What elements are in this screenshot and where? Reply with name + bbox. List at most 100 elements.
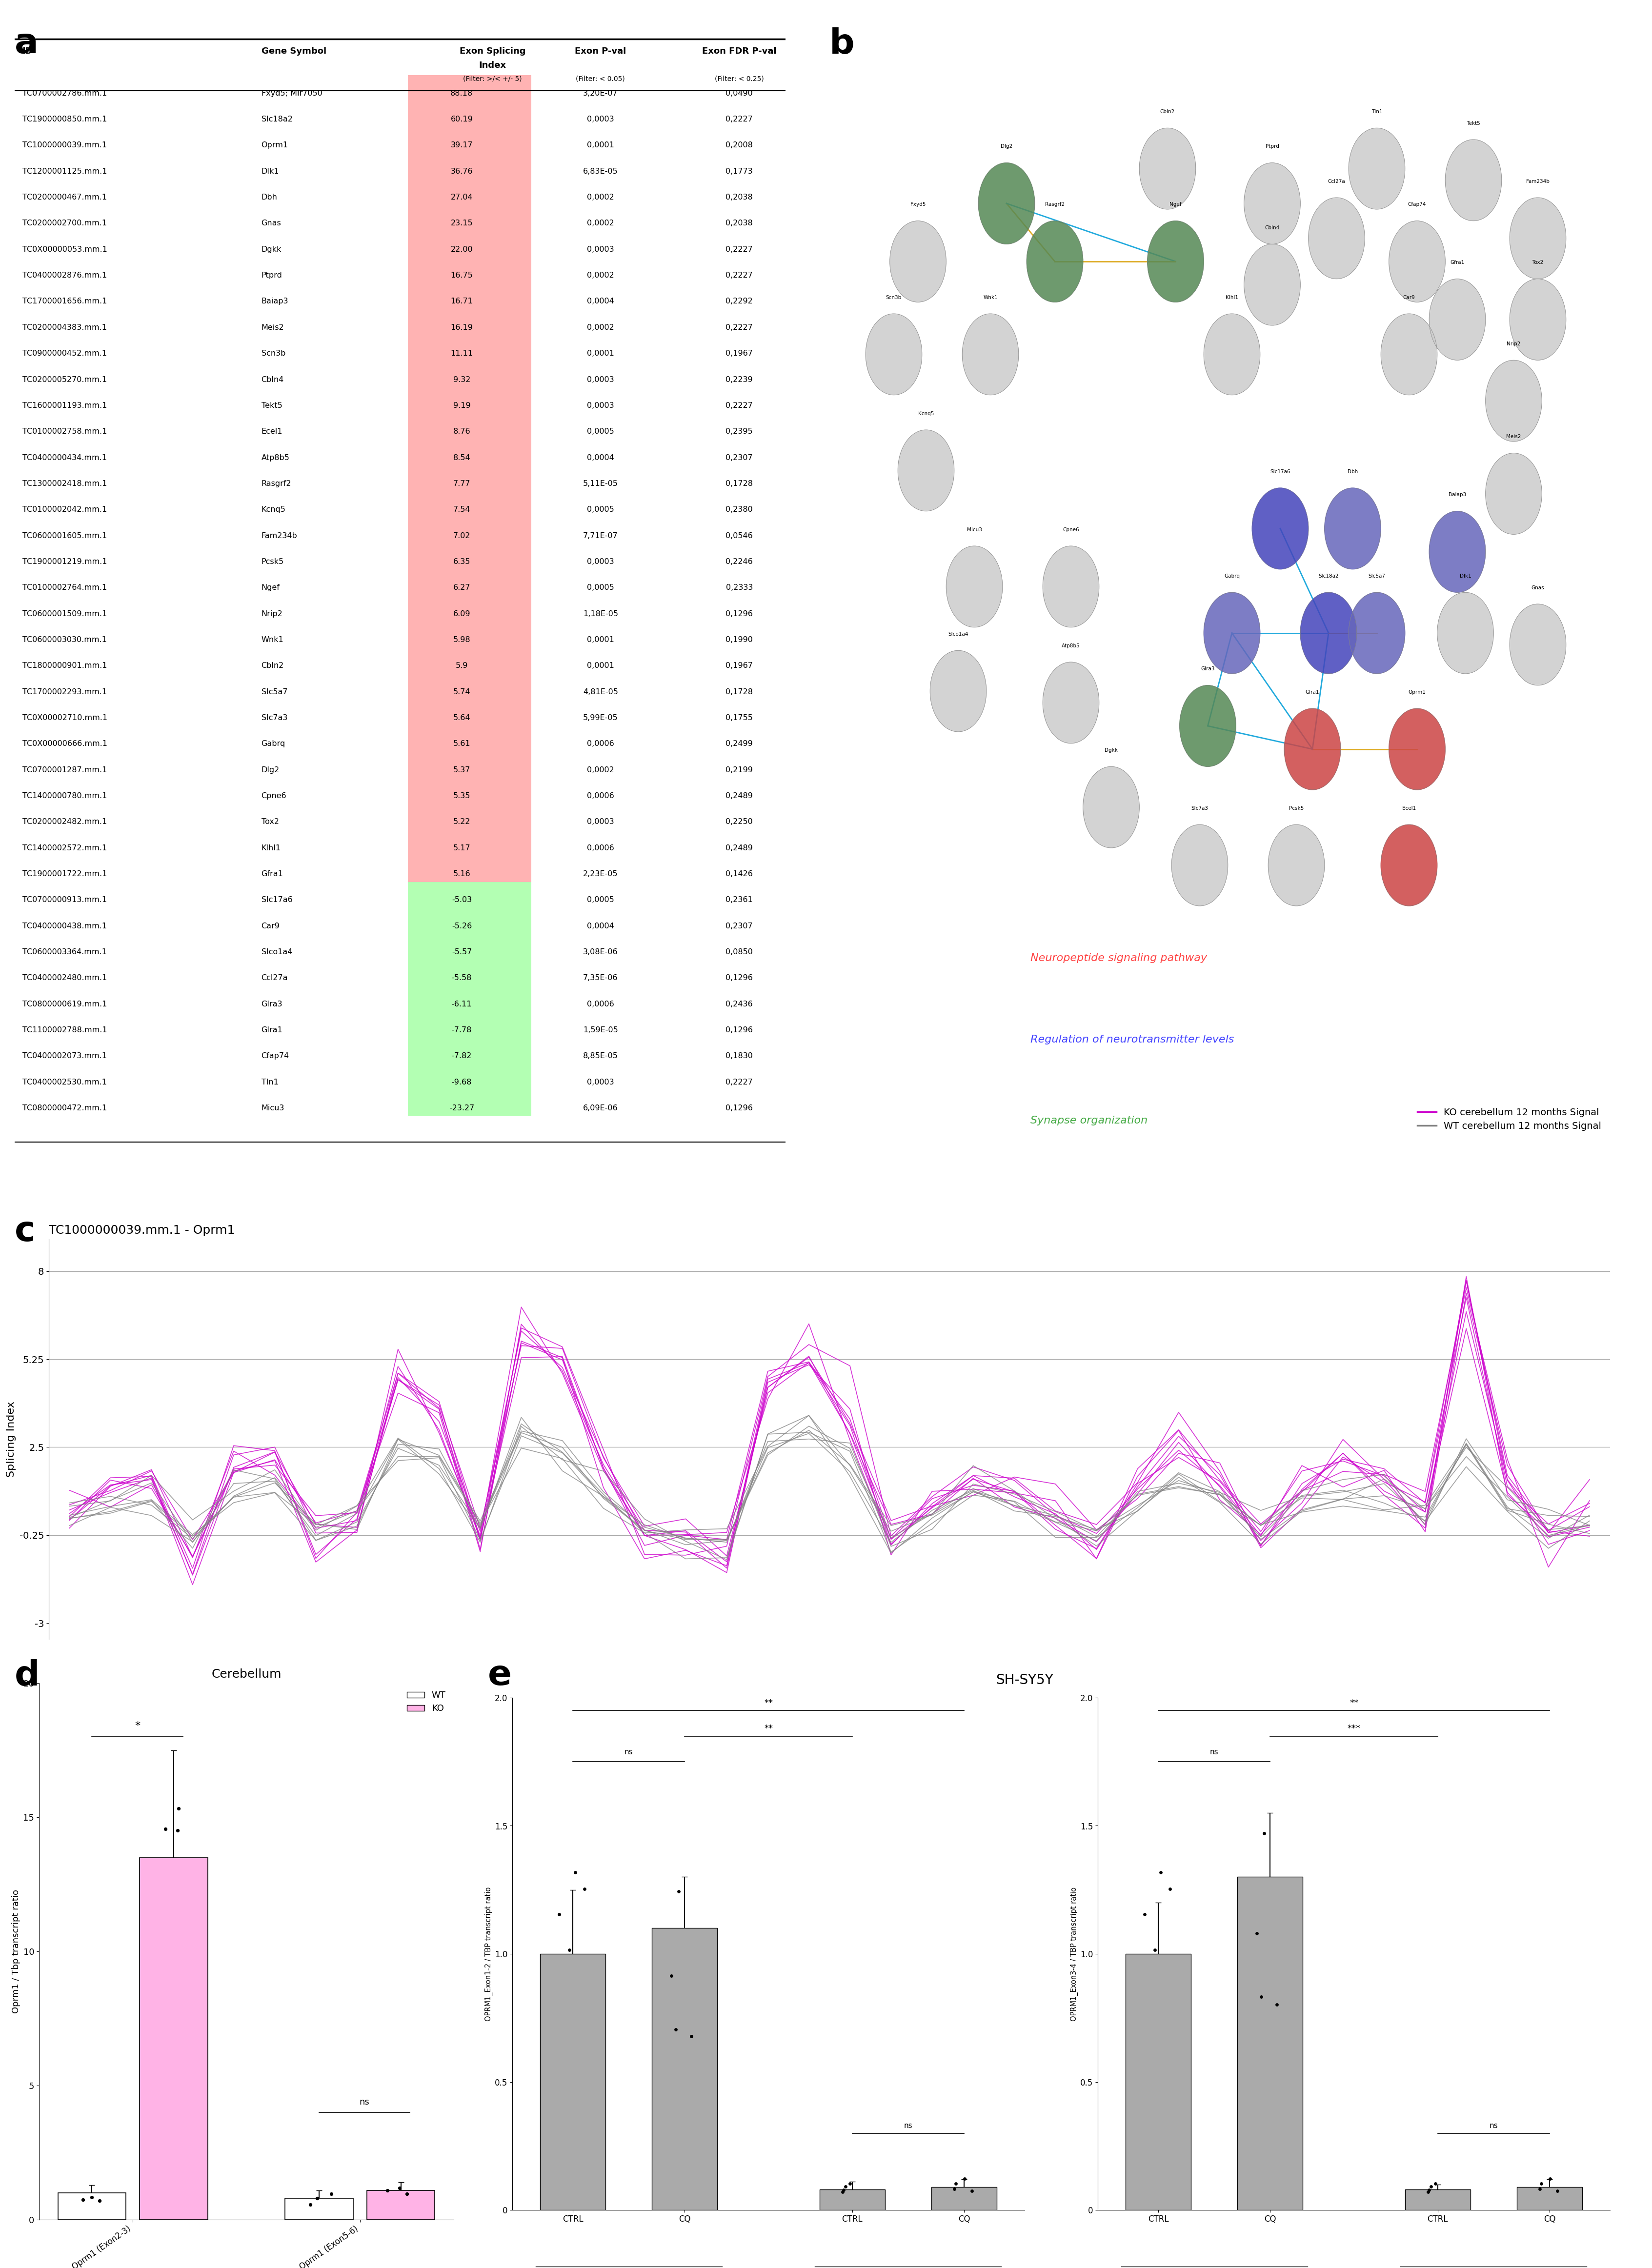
Text: 3,08E-06: 3,08E-06 [583,948,618,955]
Bar [408,308,530,336]
Text: 0,2499: 0,2499 [725,739,753,748]
Text: SH-SY5Y: SH-SY5Y [996,1674,1052,1687]
Text: TC1900000850.mm.1: TC1900000850.mm.1 [23,116,107,122]
Text: **: ** [763,1724,773,1733]
Text: 0,2227: 0,2227 [725,401,753,408]
Text: Gabrq: Gabrq [1224,574,1239,578]
Bar [408,569,530,596]
Text: TC0600003364.mm.1: TC0600003364.mm.1 [23,948,107,955]
Text: Baiap3: Baiap3 [261,297,289,306]
Text: Ecel1: Ecel1 [1403,805,1416,810]
Text: TC0600001509.mm.1: TC0600001509.mm.1 [23,610,107,617]
Point [1148,1855,1175,1892]
Point [1251,1814,1277,1851]
Text: 0,0004: 0,0004 [586,923,615,930]
Bar [140,1857,208,2220]
Point [165,1789,192,1826]
Legend: WT, KO: WT, KO [403,1687,449,1717]
Point [164,1812,190,1848]
Point [1156,1871,1183,1907]
Text: Oprm1: Oprm1 [1408,689,1426,694]
Text: 5,99E-05: 5,99E-05 [583,714,618,721]
Text: ***: *** [1346,1724,1360,1733]
Text: Slc18a2: Slc18a2 [261,116,292,122]
Bar [408,492,530,517]
Text: 0,0006: 0,0006 [586,739,615,748]
Bar [408,361,530,388]
Point [836,2166,862,2202]
Text: Tln1: Tln1 [1371,109,1383,113]
Bar [408,154,530,179]
Circle shape [947,547,1003,628]
Text: 5.16: 5.16 [453,871,471,878]
Text: Cpne6: Cpne6 [261,792,286,801]
Text: 0,2361: 0,2361 [725,896,753,903]
Text: -9.68: -9.68 [451,1080,472,1086]
Text: TC0400002480.mm.1: TC0400002480.mm.1 [23,975,107,982]
Text: TC0400002073.mm.1: TC0400002073.mm.1 [23,1052,107,1059]
Point [662,2012,689,2048]
Text: Klhl1: Klhl1 [261,844,281,853]
Circle shape [1244,163,1300,245]
Circle shape [1203,592,1260,674]
Text: 0,1967: 0,1967 [725,349,753,356]
Point [152,1812,178,1848]
Text: 0,2038: 0,2038 [725,193,753,202]
Text: 5.9: 5.9 [456,662,468,669]
Circle shape [1180,685,1236,767]
Circle shape [1308,197,1365,279]
Circle shape [1325,488,1381,569]
Text: Dlg2: Dlg2 [261,767,279,773]
Text: TC0700000913.mm.1: TC0700000913.mm.1 [23,896,107,903]
Text: -7.82: -7.82 [451,1052,472,1059]
Circle shape [1510,197,1566,279]
Text: TC0200002482.mm.1: TC0200002482.mm.1 [23,819,107,826]
Point [666,1873,692,1910]
Text: (Filter: < 0.25): (Filter: < 0.25) [714,75,763,82]
Bar [408,596,530,621]
Text: -6.11: -6.11 [451,1000,472,1007]
Text: 0,2199: 0,2199 [725,767,753,773]
Text: Slc17a6: Slc17a6 [1270,469,1290,474]
Text: Micu3: Micu3 [966,526,981,533]
Point [86,2182,112,2218]
Text: 7.02: 7.02 [453,533,471,540]
Text: TC1900001722.mm.1: TC1900001722.mm.1 [23,871,107,878]
Text: 8.76: 8.76 [453,429,471,435]
Text: Rasgrf2: Rasgrf2 [261,481,291,488]
Text: ID: ID [23,48,33,54]
Text: 0,2307: 0,2307 [725,454,753,460]
Text: 0,0850: 0,0850 [725,948,753,955]
Text: Cbln2: Cbln2 [1160,109,1175,113]
Circle shape [1381,313,1437,395]
Text: 0,2307: 0,2307 [725,923,753,930]
Text: TC1100002788.mm.1: TC1100002788.mm.1 [23,1027,107,1034]
Text: Scn3b: Scn3b [885,295,902,299]
Point [657,1957,684,1994]
Text: 0,0546: 0,0546 [725,533,753,540]
Point [1414,2175,1441,2211]
Bar [408,127,530,154]
Text: 0,1773: 0,1773 [725,168,753,175]
Bar [408,649,530,674]
Text: TC0900000452.mm.1: TC0900000452.mm.1 [23,349,107,356]
Legend: KO cerebellum 12 months Signal, WT cerebellum 12 months Signal: KO cerebellum 12 months Signal, WT cereb… [1412,1105,1604,1134]
Text: 0,1296: 0,1296 [725,975,753,982]
Text: Cbln4: Cbln4 [261,376,284,383]
Circle shape [961,313,1018,395]
Text: 8,85E-05: 8,85E-05 [583,1052,618,1059]
Point [304,2180,330,2216]
Point [829,2173,856,2209]
Bar [58,2193,126,2220]
Point [317,2175,344,2211]
Circle shape [1429,510,1485,592]
Bar [408,726,530,753]
Text: 5.17: 5.17 [453,844,471,853]
Text: 5.61: 5.61 [453,739,471,748]
Point [1132,1896,1158,1932]
Circle shape [1381,826,1437,905]
Bar [408,1091,530,1116]
Text: 0,2380: 0,2380 [725,506,753,513]
Circle shape [1429,279,1485,361]
Text: TC0600001605.mm.1: TC0600001605.mm.1 [23,533,107,540]
